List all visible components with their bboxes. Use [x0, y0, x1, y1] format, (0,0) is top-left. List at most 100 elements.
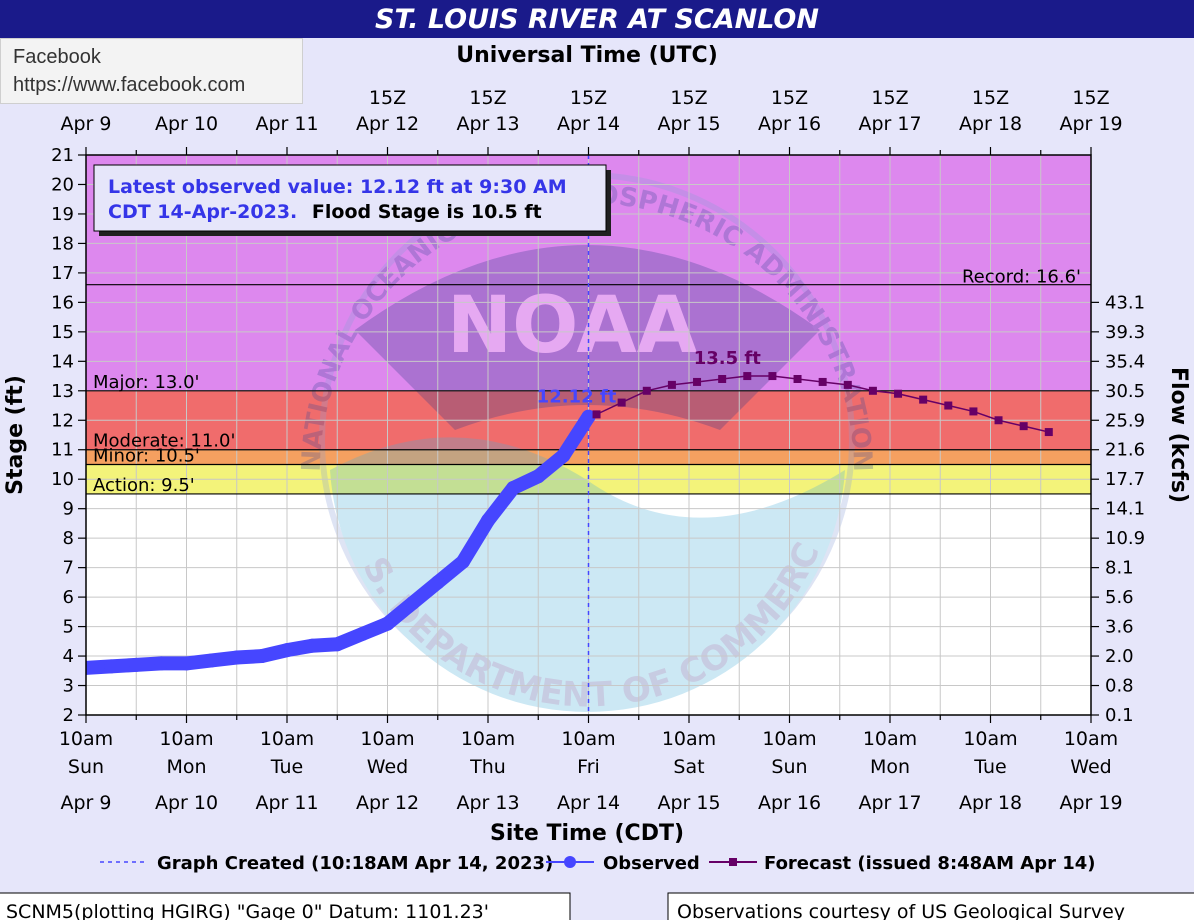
y-tick-label: 15 — [51, 322, 74, 343]
y2-tick-label: 2.0 — [1105, 646, 1134, 667]
threshold-label-major: Major: 13.0' — [93, 372, 199, 393]
bottom-tick-day: Sun — [771, 756, 807, 778]
y2-axis-title: Flow (kcfs) — [1166, 367, 1191, 503]
tooltip-site-name: Facebook — [13, 46, 101, 68]
observed-point — [179, 656, 194, 671]
y2-tick-label: 0.8 — [1105, 676, 1134, 697]
footer-credit-box: Observations courtesy of US Geological S… — [667, 892, 1194, 920]
y-tick-label: 20 — [51, 174, 74, 195]
observed-point — [229, 650, 244, 665]
top-tick-date: Apr 11 — [255, 113, 318, 135]
y2-tick-label: 3.6 — [1105, 617, 1134, 638]
forecast-point — [969, 407, 978, 416]
observed-point — [330, 637, 345, 652]
bottom-tick-day: Tue — [973, 756, 1006, 778]
observed-point — [154, 656, 169, 671]
y-tick-label: 7 — [63, 558, 74, 579]
observed-point — [86, 660, 93, 675]
legend-observed-marker — [564, 856, 576, 868]
top-tick-date: Apr 16 — [758, 113, 821, 135]
bottom-tick-day: Mon — [166, 756, 206, 778]
y-tick-label: 5 — [63, 617, 74, 638]
y2-tick-label: 21.6 — [1105, 440, 1145, 461]
forecast-point — [919, 395, 928, 404]
observed-point — [405, 596, 420, 610]
y-tick-label: 21 — [51, 145, 74, 166]
threshold-label-record: Record: 16.6' — [962, 267, 1081, 288]
y-tick-label: 10 — [51, 469, 74, 490]
top-tick-time: 15Z — [972, 87, 1009, 109]
bottom-tick-day: Fri — [577, 756, 600, 778]
y-tick-label: 6 — [63, 587, 74, 608]
y-tick-label: 4 — [63, 646, 74, 667]
y-tick-label: 16 — [51, 292, 74, 313]
observed-point — [204, 653, 219, 668]
observed-point — [581, 409, 596, 424]
bottom-tick-date: Apr 10 — [155, 792, 218, 814]
y-tick-label: 12 — [51, 410, 74, 431]
observed-point — [280, 643, 294, 658]
link-tooltip[interactable]: Facebook https://www.facebook.com — [0, 38, 303, 104]
observed-point — [305, 638, 320, 653]
y2-tick-label: 39.3 — [1105, 322, 1145, 343]
info-line-2-date: CDT 14-Apr-2023. — [108, 201, 297, 223]
top-tick-date: Apr 13 — [456, 113, 519, 135]
footer-datum-box: SCNM5(plotting HGIRG) "Gage 0" Datum: 11… — [0, 892, 571, 920]
observed-point — [430, 575, 445, 590]
forecast-point — [1044, 428, 1053, 437]
forecast-point — [994, 416, 1003, 425]
forecast-point — [768, 372, 777, 381]
legend-created-label: Graph Created (10:18AM Apr 14, 2023) — [157, 853, 553, 874]
bottom-tick-time: 10am — [360, 728, 414, 750]
legend-forecast-label: Forecast (issued 8:48AM Apr 14) — [764, 853, 1096, 874]
forecast-point — [944, 401, 953, 410]
y-tick-label: 11 — [51, 440, 74, 461]
bottom-tick-day: Sun — [68, 756, 104, 778]
forecast-point — [818, 377, 827, 386]
tooltip-url: https://www.facebook.com — [13, 74, 246, 96]
forecast-point — [617, 398, 626, 407]
top-tick-time: 15Z — [1072, 87, 1109, 109]
y-tick-label: 14 — [51, 351, 74, 372]
forecast-point — [718, 375, 727, 383]
bottom-tick-time: 10am — [762, 728, 816, 750]
bottom-tick-date: Apr 13 — [456, 792, 519, 814]
observed-point — [104, 659, 119, 674]
y2-tick-label: 35.4 — [1105, 351, 1145, 372]
y2-tick-label: 17.7 — [1105, 469, 1145, 490]
forecast-point — [743, 372, 752, 381]
bottom-tick-time: 10am — [461, 728, 515, 750]
top-tick-time: 15Z — [670, 87, 707, 109]
y-tick-label: 2 — [63, 705, 74, 726]
svg-text:CDT 14-Apr-2023. Flood S: CDT 14-Apr-2023. Flood Stage is 10.5 ft — [108, 201, 542, 223]
y-tick-label: 17 — [51, 263, 74, 284]
forecast-point — [642, 386, 651, 395]
forecast-point — [667, 380, 676, 389]
bottom-tick-day: Thu — [469, 756, 506, 778]
legend: Graph Created (10:18AM Apr 14, 2023) Obs… — [100, 853, 1096, 874]
bottom-tick-time: 10am — [963, 728, 1017, 750]
forecast-crest-label: 13.5 ft — [694, 348, 762, 369]
top-tick-date: Apr 15 — [657, 113, 720, 135]
threshold-label-minor: Minor: 10.5' — [93, 445, 200, 466]
bottom-tick-date: Apr 11 — [255, 792, 318, 814]
top-tick-time: 15Z — [469, 87, 506, 109]
forecast-point — [592, 410, 601, 419]
y-axis-title: Stage (ft) — [3, 375, 28, 495]
info-line-2-flood-stage: Flood Stage is 10.5 ft — [312, 201, 542, 223]
observed-value-label: 12.12 ft — [537, 387, 617, 408]
threshold-label-moderate: Moderate: 11.0' — [93, 431, 235, 452]
top-tick-time: 15Z — [771, 87, 808, 109]
legend-forecast-marker — [729, 858, 737, 866]
top-tick-time: 15Z — [369, 87, 406, 109]
info-line-1: Latest observed value: 12.12 ft at 9:30 … — [108, 176, 567, 198]
legend-observed-label: Observed — [603, 853, 700, 874]
bottom-tick-time: 10am — [59, 728, 113, 750]
top-tick-date: Apr 19 — [1059, 113, 1122, 135]
forecast-point — [868, 386, 877, 395]
y2-tick-label: 10.9 — [1105, 528, 1145, 549]
forecast-point — [843, 380, 852, 389]
observed-point — [380, 616, 395, 631]
forecast-point — [894, 389, 903, 398]
